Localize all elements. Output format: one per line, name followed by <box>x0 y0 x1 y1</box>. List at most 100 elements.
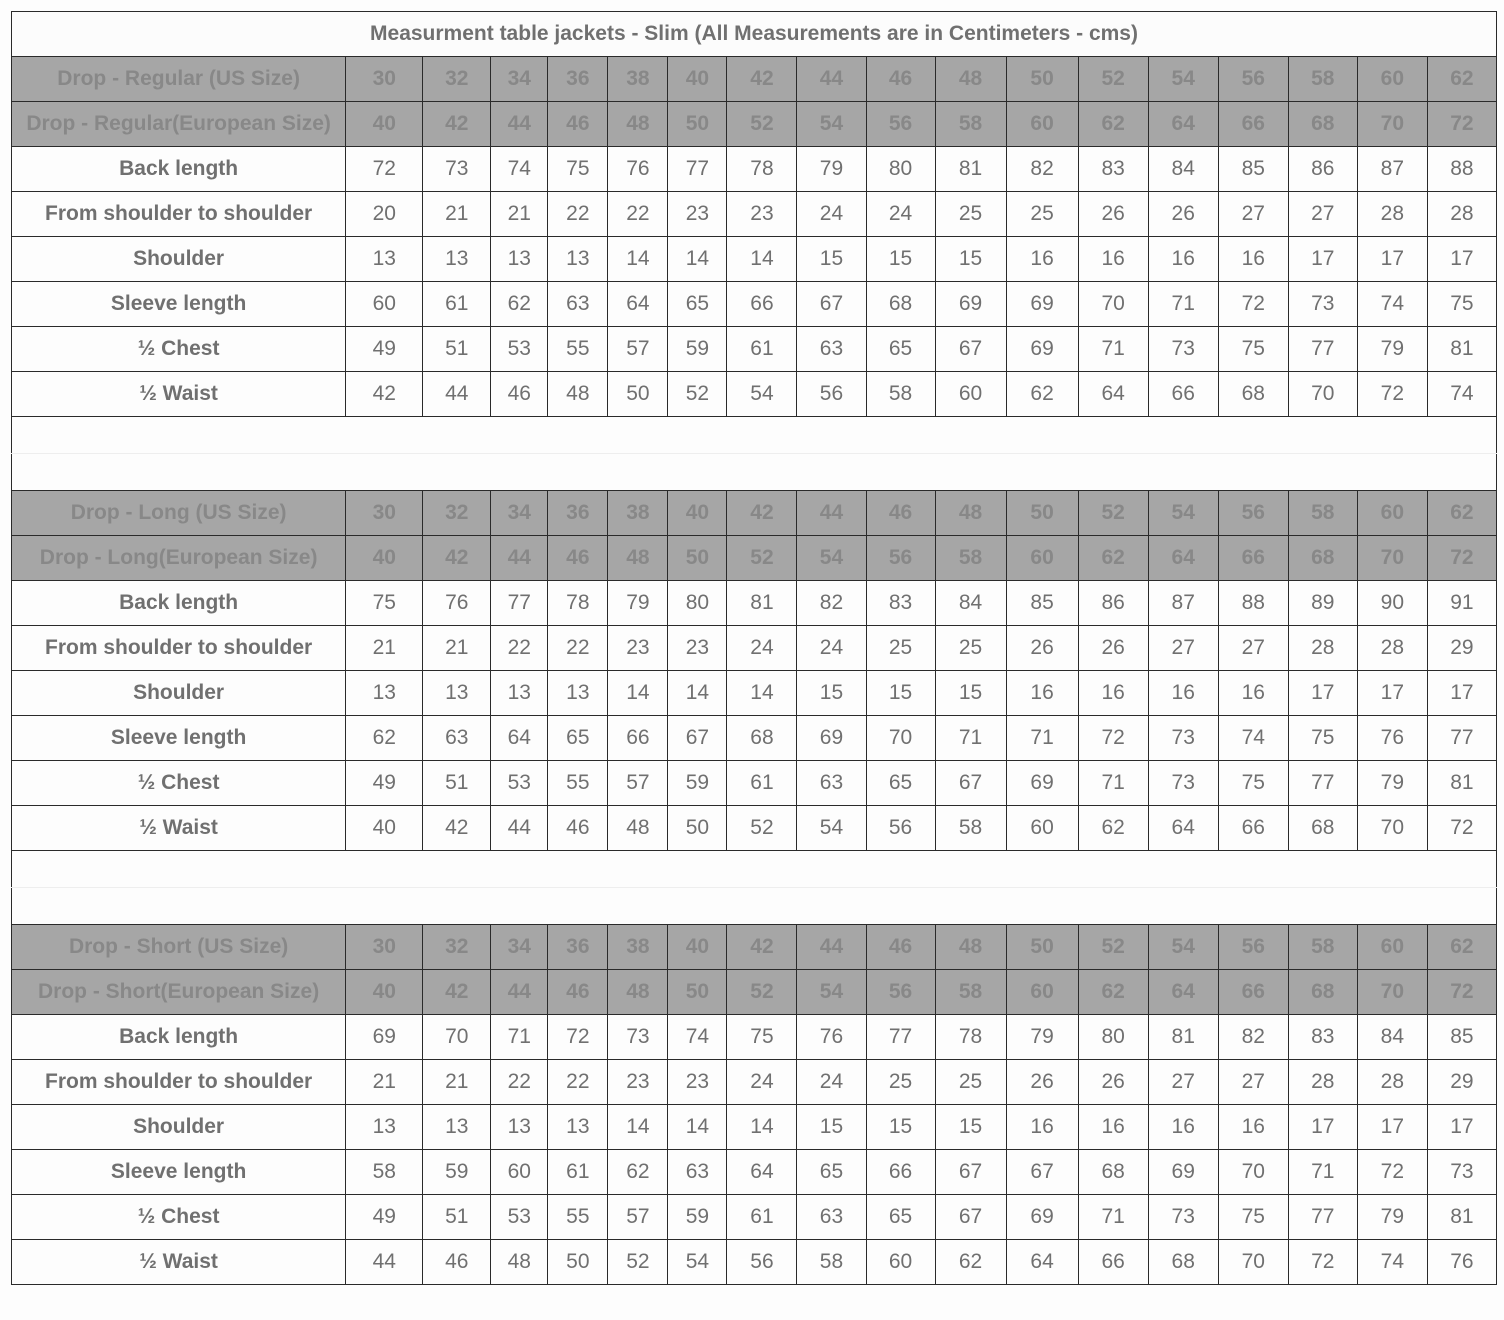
measurement-value: 73 <box>1426 1149 1498 1195</box>
measurement-value: 17 <box>1356 670 1428 716</box>
measurement-value: 27 <box>1217 625 1289 671</box>
measurement-value: 70 <box>1287 371 1358 417</box>
eu-size-cell: 66 <box>1217 969 1289 1015</box>
measurement-value: 79 <box>1356 760 1428 806</box>
eu-size-cell: 60 <box>1005 535 1079 581</box>
us-size-cell: 44 <box>796 56 867 102</box>
us-size-cell: 46 <box>865 56 936 102</box>
measurement-value: 25 <box>934 1059 1007 1105</box>
measurement-value: 17 <box>1287 1104 1358 1150</box>
us-size-cell: 34 <box>490 490 549 536</box>
measurement-value: 81 <box>934 146 1007 192</box>
measurement-label: ½ Chest <box>10 326 347 372</box>
measurement-value: 63 <box>547 281 609 327</box>
measurement-value: 28 <box>1287 1059 1358 1105</box>
measurement-value: 77 <box>1426 715 1498 761</box>
measurement-value: 50 <box>607 371 669 417</box>
measurement-value: 88 <box>1217 580 1289 626</box>
eu-size-label: Drop - Long(European Size) <box>10 535 347 581</box>
measurement-label: Shoulder <box>10 236 347 282</box>
eu-size-cell: 46 <box>547 969 609 1015</box>
measurement-value: 44 <box>345 1239 424 1285</box>
eu-size-cell: 50 <box>667 535 728 581</box>
measurement-value: 62 <box>1005 371 1079 417</box>
us-size-cell: 52 <box>1077 56 1149 102</box>
eu-size-cell: 44 <box>490 535 549 581</box>
measurement-value: 25 <box>865 625 936 671</box>
measurement-value: 71 <box>1077 760 1149 806</box>
measurement-value: 16 <box>1217 1104 1289 1150</box>
us-size-cell: 54 <box>1147 490 1219 536</box>
eu-size-cell: 66 <box>1217 535 1289 581</box>
measurement-value: 73 <box>607 1014 669 1060</box>
measurement-label: Shoulder <box>10 670 347 716</box>
measurement-label: From shoulder to shoulder <box>10 625 347 671</box>
us-size-cell: 52 <box>1077 490 1149 536</box>
us-size-cell: 56 <box>1217 924 1289 970</box>
us-size-cell: 60 <box>1356 924 1428 970</box>
measurement-value: 74 <box>1217 715 1289 761</box>
us-size-cell: 58 <box>1287 56 1358 102</box>
spacer-cell <box>11 850 1497 888</box>
eu-size-cell: 62 <box>1077 535 1149 581</box>
measurement-value: 82 <box>1217 1014 1289 1060</box>
measurement-value: 84 <box>934 580 1007 626</box>
eu-size-cell: 46 <box>547 101 609 147</box>
measurement-value: 79 <box>1005 1014 1079 1060</box>
measurement-value: 16 <box>1147 236 1219 282</box>
measurement-value: 13 <box>422 1104 492 1150</box>
measurement-value: 81 <box>1426 760 1498 806</box>
us-size-label: Drop - Long (US Size) <box>10 490 347 536</box>
measurement-value: 69 <box>796 715 867 761</box>
measurement-value: 53 <box>490 1194 549 1240</box>
us-size-cell: 32 <box>422 490 492 536</box>
measurement-value: 51 <box>422 326 492 372</box>
spacer-cell <box>11 887 1497 925</box>
measurement-value: 15 <box>934 1104 1007 1150</box>
us-size-cell: 38 <box>607 490 669 536</box>
measurement-value: 75 <box>1426 281 1498 327</box>
measurement-value: 21 <box>422 191 492 237</box>
measurement-value: 17 <box>1426 236 1498 282</box>
measurement-value: 68 <box>726 715 798 761</box>
eu-size-cell: 64 <box>1147 535 1219 581</box>
eu-size-cell: 52 <box>726 101 798 147</box>
measurement-value: 71 <box>934 715 1007 761</box>
eu-size-cell: 56 <box>865 535 936 581</box>
measurement-value: 72 <box>1287 1239 1358 1285</box>
measurement-value: 24 <box>865 191 936 237</box>
measurement-value: 14 <box>607 1104 669 1150</box>
measurement-value: 21 <box>490 191 549 237</box>
measurement-value: 56 <box>796 371 867 417</box>
measurement-value: 52 <box>726 805 798 851</box>
measurement-value: 57 <box>607 1194 669 1240</box>
measurement-value: 76 <box>1356 715 1428 761</box>
measurement-value: 72 <box>1217 281 1289 327</box>
measurement-value: 28 <box>1287 625 1358 671</box>
measurement-value: 21 <box>345 1059 424 1105</box>
measurement-value: 70 <box>1217 1239 1289 1285</box>
measurement-label: ½ Chest <box>10 760 347 806</box>
eu-size-cell: 42 <box>422 535 492 581</box>
measurement-value: 29 <box>1426 625 1498 671</box>
measurement-value: 62 <box>345 715 424 761</box>
measurement-value: 62 <box>607 1149 669 1195</box>
us-size-cell: 56 <box>1217 490 1289 536</box>
measurement-label: Sleeve length <box>10 281 347 327</box>
measurement-value: 24 <box>796 625 867 671</box>
measurement-value: 50 <box>547 1239 609 1285</box>
table-row: Shoulder 13 13 13 13 14 14 14 15 15 15 16 16 16 16 17 17… <box>10 1104 1498 1150</box>
measurement-value: 72 <box>1356 371 1428 417</box>
measurement-value: 72 <box>345 146 424 192</box>
measurement-table: Measurment table jackets - Slim (All Mea… <box>10 11 1498 1285</box>
measurement-value: 87 <box>1147 580 1219 626</box>
eu-size-cell: 58 <box>934 535 1007 581</box>
measurement-value: 59 <box>667 1194 728 1240</box>
measurement-value: 66 <box>607 715 669 761</box>
eu-size-cell: 42 <box>422 101 492 147</box>
measurement-value: 48 <box>490 1239 549 1285</box>
us-size-cell: 30 <box>345 924 424 970</box>
measurement-value: 64 <box>1005 1239 1079 1285</box>
measurement-value: 71 <box>1005 715 1079 761</box>
us-size-cell: 36 <box>547 56 609 102</box>
